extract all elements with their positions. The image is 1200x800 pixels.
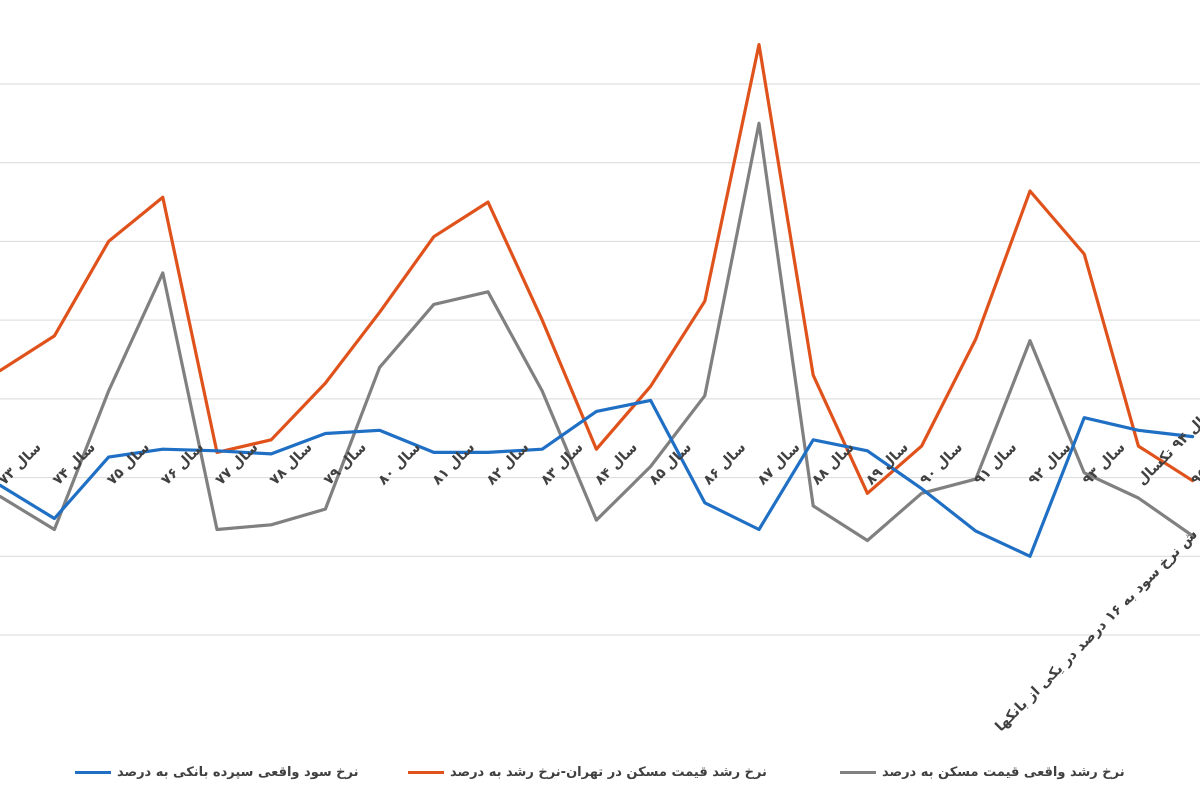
x-tick-label: سال ۸۶ [700,440,749,489]
legend-label: نرخ رشد واقعی قیمت مسکن به درصد [882,765,1125,780]
x-tick-label: سال ۹۵ [1188,440,1200,489]
legend-swatch [408,771,444,774]
legend-label: نرخ سود واقعی سپرده بانکی به درصد [117,765,359,780]
series-line-0 [0,398,1195,558]
x-tick-label: سال ۸۷ [755,440,804,489]
legend-item-tehran-price-growth: نرخ رشد قیمت مسکن در تهران-نرخ رشد به در… [408,765,767,780]
x-tick-label: سال ۸۹ [863,440,912,489]
x-tick-label: سال ۷۹ [321,440,370,489]
x-tick-label: سال ۷۳ [0,440,45,489]
x-tick-label: سال ۸۸ [809,440,858,489]
x-tick-label: سال ۸۲ [484,440,533,489]
legend-item-deposit-rate: نرخ سود واقعی سپرده بانکی به درصد [75,765,359,780]
series-line-2 [0,121,1195,543]
legend: نرخ سود واقعی سپرده بانکی به درصد نرخ رش… [0,760,1200,790]
x-tick-label: سال ۹۰ [917,440,966,489]
x-tick-label: سال ۹۱ [971,440,1020,489]
legend-item-real-price-growth: نرخ رشد واقعی قیمت مسکن به درصد [840,765,1125,780]
x-tick-label: سال ۸۱ [429,440,478,489]
series-line-1 [0,42,1195,495]
x-tick-label: سال ۷۵ [104,440,153,489]
x-tick-label: سال ۷۶ [158,440,207,489]
legend-swatch [840,771,876,774]
legend-label: نرخ رشد قیمت مسکن در تهران-نرخ رشد به در… [450,765,767,780]
grid [0,83,1200,636]
x-tick-annotation: ش نرخ سود به ۱۶ درصد در یکی از بانکها [992,527,1200,735]
x-tick-label: سال ۸۰ [375,440,424,489]
series-layer [0,42,1195,558]
legend-swatch [75,771,111,774]
